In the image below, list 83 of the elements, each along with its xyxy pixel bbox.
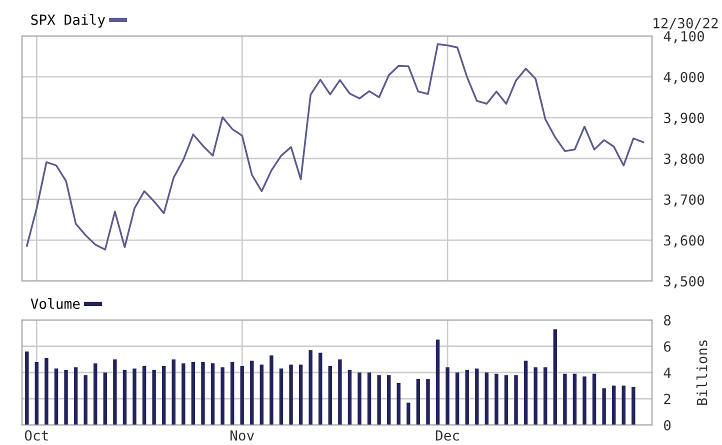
bar: [113, 359, 117, 425]
bar: [142, 366, 146, 425]
bar: [455, 372, 460, 425]
bar: [465, 370, 469, 425]
bar: [25, 352, 29, 425]
bar: [377, 375, 381, 425]
bar: [103, 372, 108, 425]
bar: [494, 374, 498, 425]
bar: [367, 372, 372, 425]
bar: [446, 367, 450, 425]
bar: [210, 363, 215, 425]
bar: [328, 366, 332, 425]
bar: [191, 362, 196, 425]
bar: [406, 402, 410, 425]
bar: [162, 366, 166, 425]
bar: [44, 358, 48, 425]
bar: [230, 362, 234, 425]
bar: [436, 340, 440, 425]
y-axis-title: Billions: [696, 340, 708, 405]
x-tick-label: Dec: [436, 430, 459, 441]
bar: [338, 359, 342, 425]
y-tick-label: 3,500: [664, 276, 704, 288]
bar: [34, 362, 39, 425]
bar: [416, 379, 420, 425]
y-tick-label: 0: [664, 420, 671, 431]
bar: [240, 366, 244, 425]
bar: [504, 375, 508, 425]
text: 12/30/22: [654, 18, 718, 30]
bar: [54, 368, 58, 425]
bar: [279, 368, 284, 425]
bar: [132, 368, 136, 425]
bar: [514, 375, 518, 425]
bar: [250, 360, 254, 425]
bar: [602, 388, 606, 425]
bar: [563, 374, 567, 425]
x-tick-label: Nov: [230, 430, 254, 441]
y-tick-label: 3,800: [664, 154, 704, 166]
y-tick-label: 3,600: [664, 235, 704, 248]
bar: [582, 376, 586, 425]
bar: [484, 372, 489, 425]
y-tick-label: 3,900: [664, 112, 704, 125]
y-tick-label: 8: [664, 315, 671, 326]
bar: [94, 363, 98, 425]
x-tick-label: Oct: [24, 430, 48, 441]
legend-label: Volume: [30, 298, 80, 309]
bar: [270, 355, 274, 425]
bar: [64, 370, 68, 425]
y-tick-label: 4,000: [664, 72, 704, 84]
bar: [553, 329, 558, 425]
bar: [172, 359, 176, 425]
bar: [84, 375, 88, 425]
y-tick-label: 6: [664, 341, 671, 352]
bar: [74, 367, 78, 425]
bar: [475, 368, 479, 425]
bar: [260, 364, 264, 425]
bar: [348, 370, 352, 425]
bar: [612, 386, 616, 425]
bar: [592, 374, 596, 425]
bar: [298, 364, 303, 425]
y-tick-label: 4,100: [664, 31, 704, 44]
bar: [396, 383, 400, 425]
bar: [622, 386, 626, 425]
bar: [632, 386, 636, 425]
y-tick-label: 3,700: [664, 194, 704, 207]
bar: [289, 364, 293, 425]
bar: [122, 370, 127, 425]
bar: [318, 352, 322, 425]
line-series: [26, 43, 644, 250]
bar: [426, 379, 430, 425]
bar: [201, 362, 205, 425]
y-tick-label: 2: [664, 394, 670, 404]
bar: [220, 367, 224, 425]
legend-label: SPX Daily: [31, 14, 106, 28]
bar: [572, 374, 577, 425]
bar: [534, 367, 538, 425]
bar: [182, 363, 186, 425]
bar: [386, 375, 391, 425]
bar: [308, 350, 312, 425]
bar: [544, 367, 548, 425]
bar: [524, 360, 528, 425]
bar: [358, 372, 362, 425]
bar: [152, 370, 156, 425]
y-tick-label: 4: [664, 368, 671, 378]
